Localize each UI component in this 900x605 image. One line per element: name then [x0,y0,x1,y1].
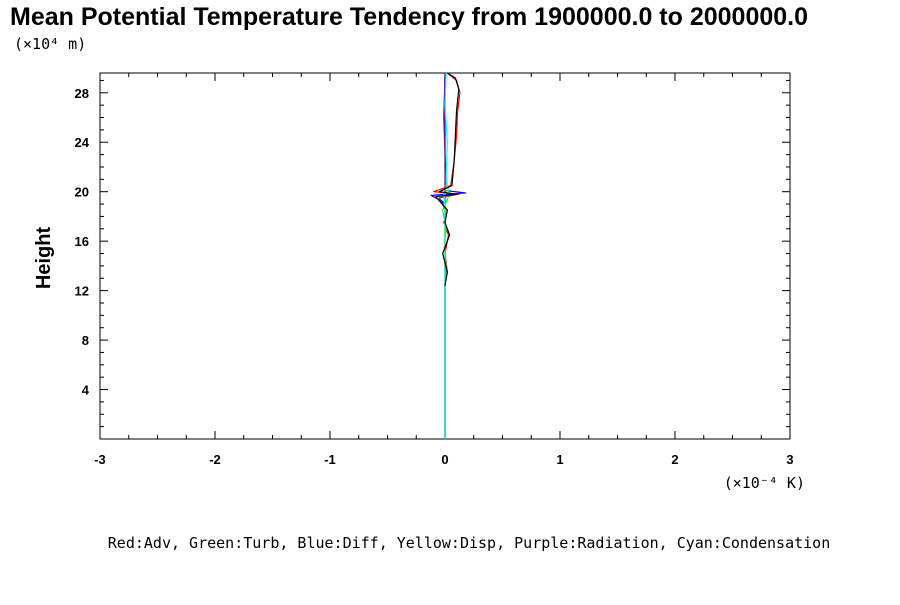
series-line-condensation [443,72,450,439]
x-tick-label: 1 [556,452,563,467]
y-tick-label: 16 [75,234,89,249]
chart-title: Mean Potential Temperature Tendency from… [10,3,808,31]
legend-text: Red:Adv, Green:Turb, Blue:Diff, Yellow:D… [108,534,830,552]
x-unit-label: (×10⁻⁴ K) [724,474,805,492]
x-tick-label: 2 [671,452,678,467]
series-line-total [435,72,460,286]
series-line-diff [430,72,467,439]
y-axis-label: Height [33,227,55,290]
x-tick-label: -3 [94,452,106,467]
y-tick-label: 8 [82,333,89,348]
x-tick-label: 0 [441,452,448,467]
y-tick-label: 12 [75,284,89,299]
y-unit-label: (×10⁴ m) [14,35,86,53]
x-tick-label: -1 [324,452,336,467]
y-tick-label: 28 [75,86,89,101]
x-tick-label: -2 [209,452,221,467]
y-tick-label: 4 [82,383,90,398]
y-tick-label: 20 [75,185,89,200]
y-tick-label: 24 [75,135,90,150]
x-tick-label: 3 [786,452,793,467]
